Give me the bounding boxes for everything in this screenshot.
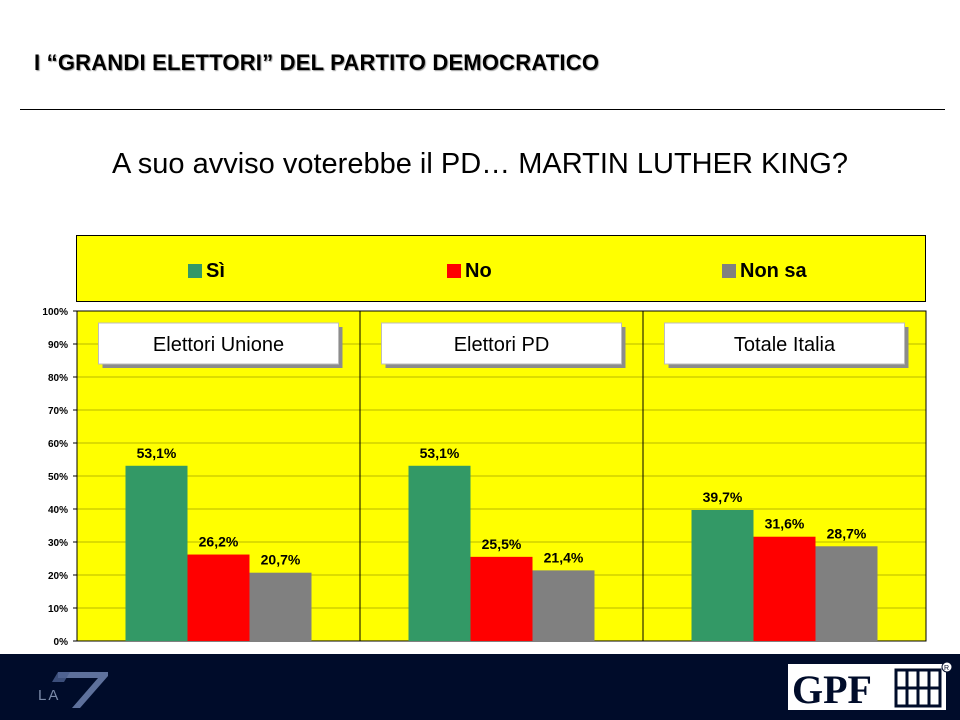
group-label-box: [381, 322, 622, 365]
gpf-logo-text: GPF: [792, 667, 872, 712]
y-tick-label: 20%: [48, 571, 68, 582]
y-tick-label: 70%: [48, 406, 68, 417]
legend-swatch-si: [188, 264, 202, 278]
la7-logo: LA: [38, 672, 108, 708]
gpf-logo: GPF R: [788, 661, 953, 712]
registered-mark: [941, 661, 953, 673]
y-tick-label: 80%: [48, 373, 68, 384]
chart-legend: Sì No Non sa: [76, 235, 926, 302]
y-tick-label: 40%: [48, 505, 68, 516]
title-divider: [20, 109, 945, 110]
survey-question: A suo avviso voterebbe il PD… MARTIN LUT…: [112, 148, 848, 180]
legend-item-non-sa: Non sa: [722, 260, 807, 282]
y-tick-label: 90%: [48, 340, 68, 351]
la7-logo-text: LA: [38, 687, 60, 704]
data-label: 31,6%: [765, 516, 805, 532]
legend-swatch-non-sa: [722, 264, 736, 278]
y-tick-label: 60%: [48, 439, 68, 450]
group-label-box: [664, 322, 905, 365]
legend-label-si: Sì: [206, 259, 225, 282]
bar-non-sa: [815, 546, 878, 641]
la7-seven-accent: [52, 672, 70, 682]
legend-item-si: Sì: [188, 260, 225, 282]
data-label: 28,7%: [827, 525, 867, 541]
bar-si: [408, 465, 471, 641]
slide-title: I “GRANDI ELETTORI” DEL PARTITO DEMOCRAT…: [34, 50, 600, 75]
y-tick-label: 10%: [48, 604, 68, 615]
bar-chart: 0% 10% 20% 30% 40% 50% 60% 70% 80% 90% 100% Elettor…: [42, 307, 927, 648]
bar-si: [691, 509, 754, 641]
group-label-box: [98, 322, 339, 365]
legend-label-no: No: [465, 259, 492, 282]
data-label: 53,1%: [137, 445, 177, 461]
gpf-logo-grid: [894, 668, 942, 708]
data-label: 21,4%: [544, 549, 584, 565]
bar-no: [470, 556, 533, 641]
svg-text:R: R: [944, 665, 949, 672]
y-tick-label: 100%: [42, 307, 68, 318]
legend-label-non-sa: Non sa: [740, 259, 807, 282]
bar-si: [125, 465, 188, 641]
group-label: Totale Italia: [734, 334, 836, 356]
group-label: Elettori PD: [454, 334, 550, 356]
legend-swatch-no: [447, 264, 461, 278]
la7-seven-shape: [58, 672, 108, 708]
bar-no: [187, 554, 250, 641]
data-label: 53,1%: [420, 445, 460, 461]
y-tick-label: 0%: [54, 637, 69, 648]
bar-non-sa: [249, 572, 312, 641]
bar-no: [753, 536, 816, 641]
group-label: Elettori Unione: [153, 334, 284, 356]
legend-item-no: No: [447, 260, 492, 282]
y-tick-label: 50%: [48, 472, 68, 483]
data-label: 20,7%: [261, 552, 301, 568]
bar-non-sa: [532, 570, 595, 641]
data-label: 26,2%: [199, 534, 239, 550]
data-label: 39,7%: [703, 489, 743, 505]
data-label: 25,5%: [482, 536, 522, 552]
y-tick-label: 30%: [48, 538, 68, 549]
